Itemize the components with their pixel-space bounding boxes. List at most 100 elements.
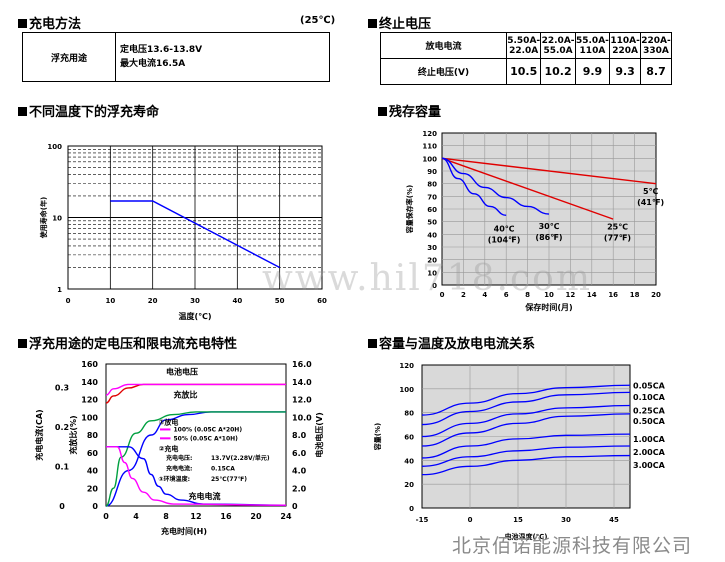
legend-amb-label: ③环境温度: [159, 475, 190, 483]
voltage-tick-label: 2.0 [292, 484, 307, 493]
x-tick-label: 16 [608, 291, 618, 299]
voltage-tick-label: 12.0 [292, 396, 312, 405]
legend-cv-value: 13.7V(2.28V/单元) [211, 454, 270, 462]
y-tick-label: 20 [404, 481, 414, 489]
charge-temp-note: (25℃) [300, 15, 336, 26]
current-tick-label: 0.3 [55, 384, 69, 393]
current-tick-label: 0 [59, 502, 65, 511]
y-tick-label: 40 [427, 231, 437, 239]
y-tick-label: 120 [422, 130, 437, 138]
x-tick-label: 0 [66, 297, 71, 305]
y-tick-label: 100 [47, 143, 62, 151]
residual-series-line [441, 157, 657, 185]
y-tick-label: 30 [427, 244, 437, 252]
x-axis-label: 保存时间(月) [524, 302, 572, 312]
voltage-tick-label: 16.0 [292, 360, 312, 369]
legend-cv-label: 充电电压: [166, 454, 192, 462]
x-tick-label: 0 [440, 291, 445, 299]
y-tick-label: 60 [404, 434, 414, 442]
x-tick-label: 4 [133, 512, 139, 521]
y-tick-label: 100 [399, 386, 414, 394]
charge-series-current_50 [106, 446, 287, 506]
y-tick-label: 120 [399, 362, 414, 370]
x-tick-label: 20 [651, 291, 661, 299]
y-axis-label: 使用寿命(年) [39, 197, 48, 239]
series-label: 40℃ [494, 225, 515, 234]
series-label: 25℃ [607, 223, 628, 232]
x-axis-label: 电池温度(℃) [505, 532, 548, 541]
y-tick-label: 80 [427, 181, 437, 189]
x-tick-label: 6 [504, 291, 509, 299]
float-life-title: 不同温度下的浮充寿命 [18, 101, 159, 120]
x-tick-label: 4 [482, 291, 487, 299]
y-tick-label: 20 [427, 257, 437, 265]
capacity-series-line [421, 454, 631, 476]
ratio-tick-label: 0 [92, 502, 98, 511]
ratio-tick-label: 120 [81, 396, 98, 405]
series-label: 0.50CA [633, 417, 666, 426]
x-tick-label: 8 [163, 512, 169, 521]
x-tick-label: 20 [250, 512, 262, 521]
legend-cc-value: 0.15CA [211, 466, 235, 473]
ratio-tick-label: 80 [87, 431, 99, 440]
ratio-axis-label: 充放比(%) [68, 415, 78, 454]
y-tick-label: 90 [427, 168, 437, 176]
x-tick-label: 24 [280, 512, 292, 521]
residual-series-line [441, 157, 614, 220]
float-charge-chart: 0 4 8 12 16 20 24 充电时间(H) 0 20 40 60 80 100 120 140 160 0… [34, 360, 324, 536]
series-label-f: (77℉) [604, 234, 631, 243]
voltage-tick-label: 4.0 [292, 467, 307, 476]
y-tick-label: 0 [409, 505, 414, 513]
ratio-curve-label: 充放比 [174, 390, 198, 400]
capacity-series-line [421, 433, 631, 459]
y-tick-label: 0 [432, 282, 437, 290]
voltage-curve-label: 电池电压 [166, 367, 198, 377]
x-tick-label: 18 [630, 291, 640, 299]
capacity-series-line [421, 445, 631, 467]
cutoff-value: 10.5 [505, 58, 542, 85]
x-tick-label: 15 [513, 516, 523, 524]
capacity-series-line [421, 384, 631, 416]
y-tick-label: 10 [52, 215, 62, 223]
series-label: 0.10CA [633, 393, 666, 402]
y-tick-label: 80 [404, 410, 414, 418]
series-label-f: (86℉) [535, 233, 562, 242]
legend-charge: ②充电 [159, 444, 179, 453]
legend-amb-value: 25℃(77℉) [211, 476, 247, 483]
residual-capacity-title: 残存容量 [378, 101, 441, 120]
y-tick-label: 40 [404, 457, 414, 465]
cutoff-value: 8.7 [640, 58, 672, 85]
y-tick-label: 50 [427, 219, 437, 227]
constant-voltage-value: 定电压13.6-13.8V [120, 45, 203, 55]
series-label: 3.00CA [633, 461, 666, 470]
legend-50: 50% (0.05C A*10H) [174, 435, 239, 442]
ratio-tick-label: 20 [87, 484, 99, 493]
residual-series-line [441, 157, 550, 215]
capacity-temp-title: 容量与温度及放电电流关系 [368, 333, 535, 352]
x-tick-label: 8 [525, 291, 530, 299]
cutoff-voltage-title: 终止电压 [368, 13, 431, 32]
series-label: 30℃ [539, 222, 560, 231]
y-tick-label: 70 [427, 193, 437, 201]
current-axis-label: 充电电流(CA) [34, 409, 44, 460]
x-tick-label: -15 [416, 516, 429, 524]
ratio-tick-label: 160 [81, 360, 98, 369]
ratio-tick-label: 100 [81, 413, 98, 422]
current-curve-label: 充电电流 [189, 491, 221, 501]
residual-capacity-chart: 0 2 4 6 8 10 12 14 16 18 20 0 10 20 30 40 50 60 70 80 90 100 1… [405, 130, 664, 312]
x-axis-label: 温度(℃) [179, 311, 212, 321]
series-label: 5℃ [643, 187, 659, 196]
series-label-f: (41℉) [637, 198, 664, 207]
x-tick-label: 45 [609, 516, 619, 524]
series-label: 1.00CA [633, 435, 666, 444]
y-axis-label: 容量(%) [373, 423, 382, 451]
cutoff-voltage-label: 终止电压(V) [380, 58, 507, 85]
cutoff-value: 10.2 [540, 58, 576, 85]
legend-cc-label: 充电电流: [166, 465, 192, 473]
capacity-series-line [421, 404, 631, 438]
y-tick-label: 1 [57, 286, 62, 294]
capacity-series-line [421, 413, 631, 447]
footer-company: 北京佰诺能源科技有限公司 [452, 535, 693, 557]
charge-series-voltage_50 [105, 383, 286, 396]
cutoff-voltage-table: 放电电流 5.50A- 22.0A 22.0A- 55.0A 55.0A- 110A … [380, 32, 672, 85]
